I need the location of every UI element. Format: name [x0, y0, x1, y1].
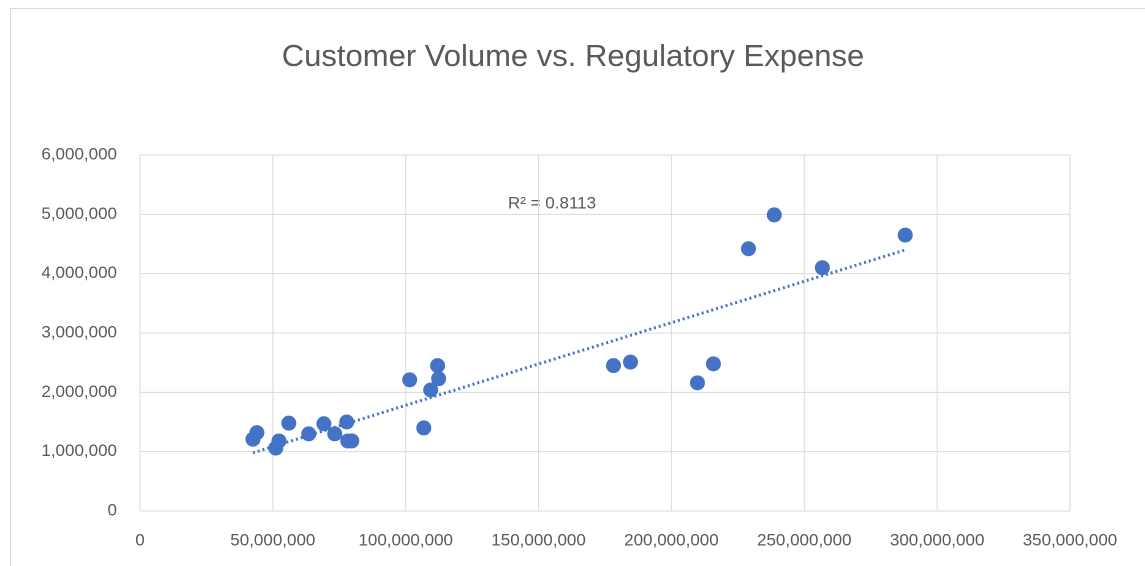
y-tick-label: 2,000,000: [41, 382, 117, 401]
x-tick-label: 300,000,000: [890, 530, 985, 549]
scatter-point: [689, 375, 705, 391]
scatter-point: [423, 382, 439, 398]
scatter-point: [301, 426, 317, 442]
y-tick-label: 6,000,000: [41, 144, 117, 163]
scatter-point: [606, 358, 622, 374]
y-tick-label: 4,000,000: [41, 263, 117, 282]
x-tick-label: 0: [135, 530, 144, 549]
y-tick-label: 0: [108, 500, 117, 519]
scatter-point: [339, 414, 355, 430]
trendline: [252, 248, 906, 455]
scatter-point: [316, 416, 332, 432]
chart-title: Customer Volume vs. Regulatory Expense: [282, 38, 864, 73]
x-tick-label: 350,000,000: [1023, 530, 1118, 549]
r-squared-annotation: R² = 0.8113: [508, 193, 596, 212]
scatter-point: [402, 372, 418, 388]
x-tick-label: 150,000,000: [491, 530, 586, 549]
chart-frame: [10, 8, 1145, 566]
y-tick-label: 3,000,000: [41, 322, 117, 341]
x-tick-label: 100,000,000: [358, 530, 453, 549]
y-tick-label: 5,000,000: [41, 204, 117, 223]
scatter-point: [814, 260, 830, 276]
scatter-point: [344, 433, 360, 449]
scatter-point: [431, 371, 447, 387]
scatter-point: [416, 420, 432, 436]
scatter-point: [281, 415, 297, 431]
x-tick-label: 250,000,000: [757, 530, 852, 549]
scatter-point: [766, 207, 782, 223]
scatter-point: [897, 227, 913, 243]
y-tick-label: 1,000,000: [41, 441, 117, 460]
scatter-point: [249, 425, 265, 441]
x-tick-label: 50,000,000: [230, 530, 315, 549]
scatter-point: [740, 241, 756, 257]
x-tick-label: 200,000,000: [624, 530, 719, 549]
scatter-point: [623, 354, 639, 370]
scatter-point: [705, 356, 721, 372]
scatter-point: [430, 358, 446, 374]
